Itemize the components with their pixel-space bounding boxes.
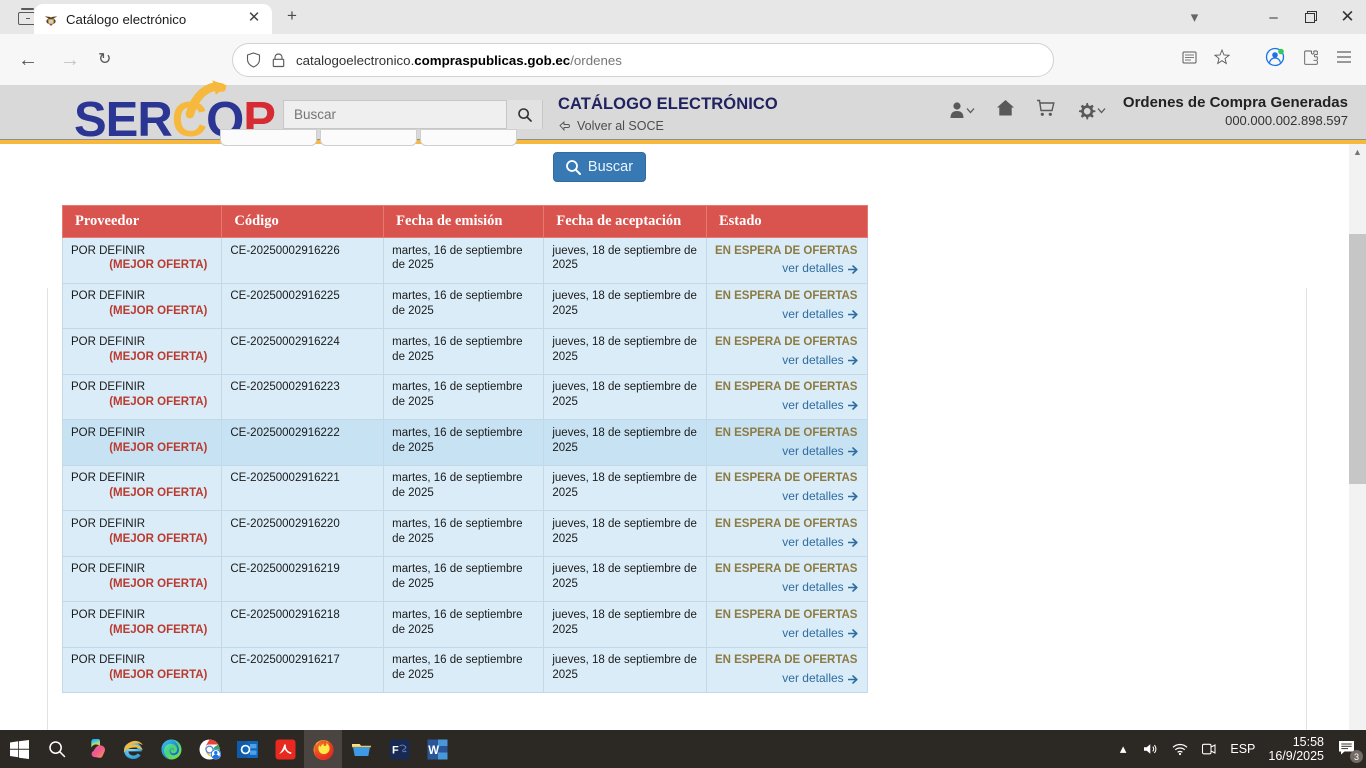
svg-text:W: W (428, 745, 439, 757)
svg-text:F: F (392, 744, 399, 756)
